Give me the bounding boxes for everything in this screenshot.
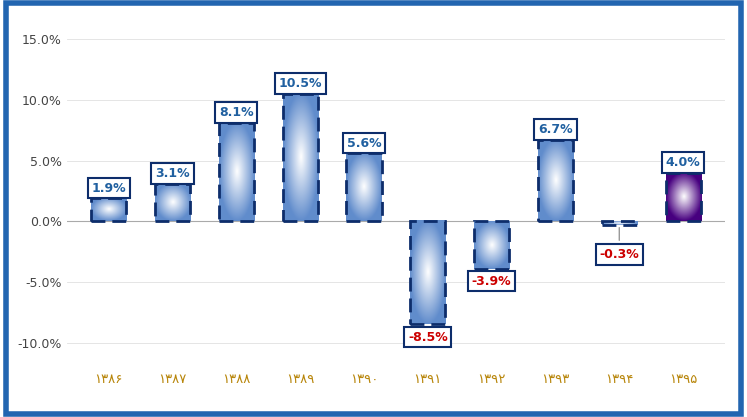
Text: 4.0%: 4.0%	[666, 156, 701, 169]
Text: 10.5%: 10.5%	[279, 77, 322, 90]
Text: 1.9%: 1.9%	[91, 181, 126, 194]
Text: -8.5%: -8.5%	[408, 331, 447, 344]
Text: 8.1%: 8.1%	[219, 106, 254, 119]
Text: -0.3%: -0.3%	[599, 248, 639, 261]
Text: 5.6%: 5.6%	[347, 137, 381, 150]
Text: 3.1%: 3.1%	[155, 167, 190, 180]
Text: -3.9%: -3.9%	[472, 275, 512, 288]
Text: 6.7%: 6.7%	[538, 123, 573, 136]
